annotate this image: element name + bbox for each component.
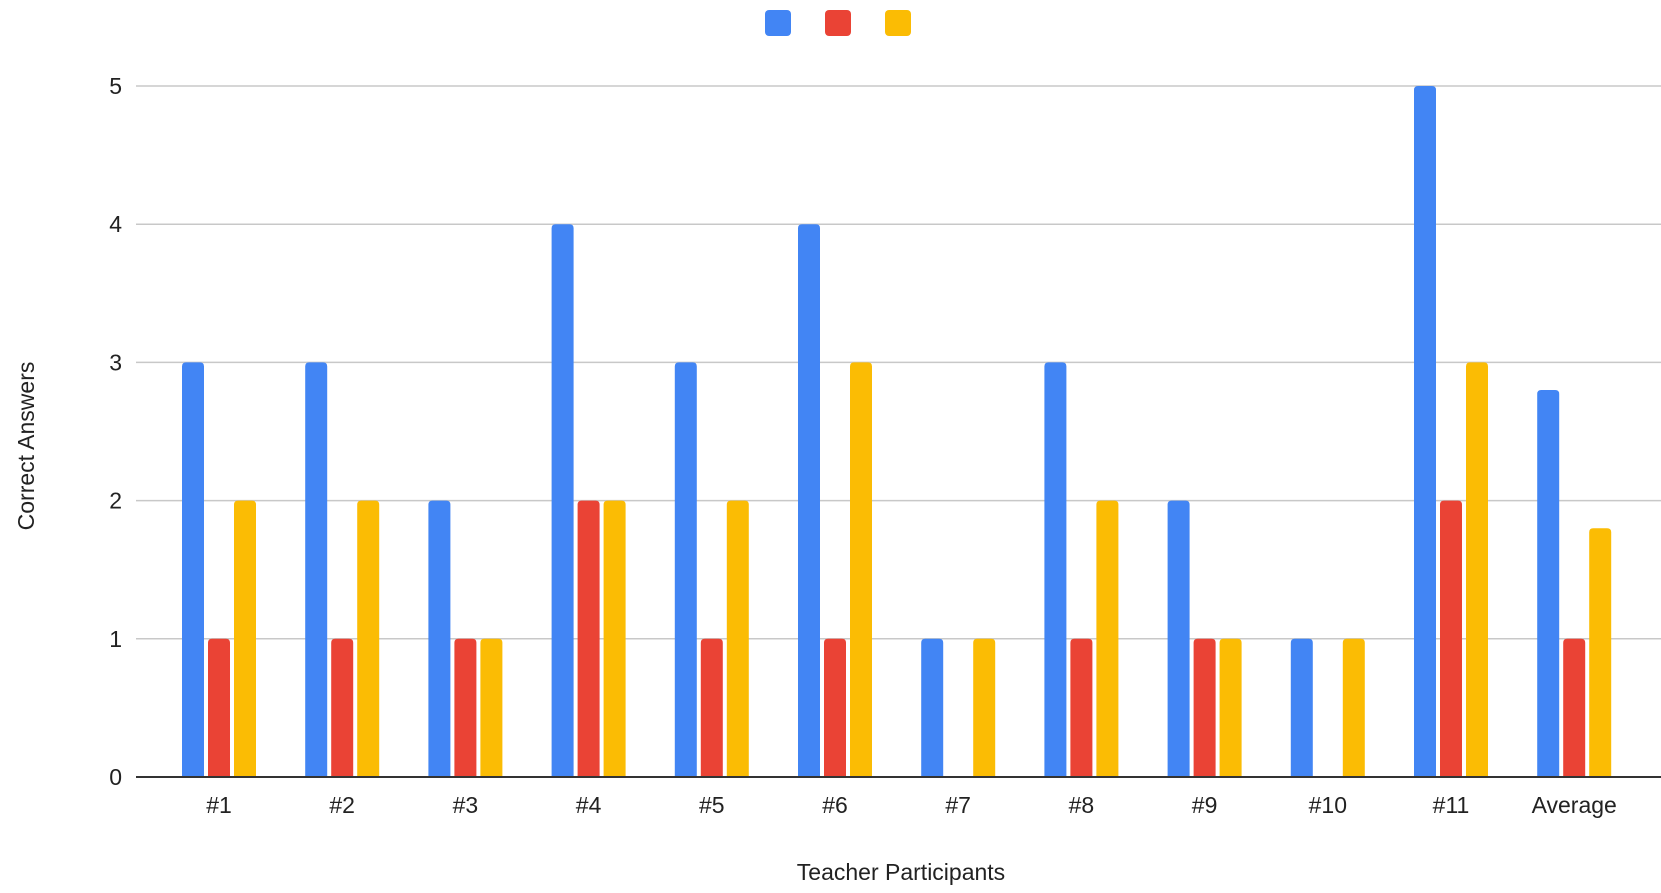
legend-swatch-series-1 bbox=[765, 10, 791, 36]
bar-series-1-1 bbox=[305, 362, 328, 777]
y-axis-label: Correct Answers bbox=[13, 362, 39, 531]
x-tick-label: #5 bbox=[699, 792, 725, 818]
y-tick-label: 3 bbox=[109, 349, 122, 375]
bar-series-2-5 bbox=[824, 638, 846, 777]
bars bbox=[182, 86, 1612, 777]
bar-series-1-5 bbox=[798, 224, 820, 777]
x-axis-ticks: #1 #2 #3 #4 #5 #6 #7 #8 #9 #10 #11 Average bbox=[206, 792, 1617, 818]
x-tick-label: Average bbox=[1532, 792, 1617, 818]
bar-series-1-2 bbox=[428, 500, 451, 777]
x-tick-label: #11 bbox=[1433, 792, 1470, 818]
x-tick-label: #7 bbox=[945, 792, 971, 818]
bar-series-2-2 bbox=[454, 638, 477, 777]
x-tick-label: #9 bbox=[1192, 792, 1218, 818]
bar-series-3-0 bbox=[234, 500, 256, 777]
x-tick-label: #2 bbox=[329, 792, 355, 818]
bar-series-1-8 bbox=[1167, 500, 1190, 777]
y-tick-label: 4 bbox=[109, 211, 122, 237]
legend-swatch-series-2 bbox=[825, 10, 851, 36]
x-tick-label: #4 bbox=[576, 792, 602, 818]
bar-series-2-7 bbox=[1070, 638, 1093, 777]
bar-series-2-11 bbox=[1563, 638, 1586, 777]
y-tick-label: 2 bbox=[109, 488, 122, 514]
bar-series-3-2 bbox=[480, 638, 503, 777]
x-tick-label: #3 bbox=[453, 792, 479, 818]
bar-series-1-4 bbox=[674, 362, 697, 777]
bar-series-2-0 bbox=[208, 638, 230, 777]
bar-series-2-8 bbox=[1193, 638, 1216, 777]
bar-series-1-3 bbox=[551, 224, 574, 777]
bar-series-3-11 bbox=[1589, 528, 1612, 777]
bar-series-1-11 bbox=[1537, 390, 1560, 777]
x-axis-label: Teacher Participants bbox=[797, 859, 1005, 885]
bar-series-3-5 bbox=[850, 362, 872, 777]
bar-series-3-6 bbox=[973, 638, 996, 777]
bar-series-3-10 bbox=[1466, 362, 1488, 777]
bar-series-2-4 bbox=[700, 638, 723, 777]
x-tick-label: #10 bbox=[1309, 792, 1347, 818]
x-tick-label: #6 bbox=[822, 792, 848, 818]
bar-series-3-8 bbox=[1219, 638, 1242, 777]
y-tick-label: 0 bbox=[109, 764, 122, 790]
bar-series-2-10 bbox=[1440, 500, 1462, 777]
bar-series-3-1 bbox=[357, 500, 380, 777]
bar-series-2-3 bbox=[577, 500, 600, 777]
gridlines bbox=[136, 85, 1661, 640]
bar-series-1-9 bbox=[1290, 638, 1313, 777]
bar-series-1-0 bbox=[182, 362, 204, 777]
x-tick-label: #1 bbox=[206, 792, 232, 818]
bar-series-1-7 bbox=[1044, 362, 1067, 777]
bar-series-3-7 bbox=[1096, 500, 1119, 777]
y-tick-label: 1 bbox=[109, 626, 122, 652]
bar-series-3-3 bbox=[603, 500, 626, 777]
x-tick-label: #8 bbox=[1069, 792, 1095, 818]
bar-series-2-1 bbox=[331, 638, 354, 777]
bar-series-3-4 bbox=[726, 500, 749, 777]
bar-series-1-6 bbox=[921, 638, 944, 777]
legend-swatch-series-3 bbox=[885, 10, 911, 36]
y-tick-label: 5 bbox=[109, 73, 122, 99]
bar-series-3-9 bbox=[1342, 638, 1365, 777]
y-axis-ticks: 0 1 2 3 4 5 bbox=[109, 73, 122, 790]
bar-series-1-10 bbox=[1414, 86, 1436, 777]
legend bbox=[765, 10, 911, 36]
